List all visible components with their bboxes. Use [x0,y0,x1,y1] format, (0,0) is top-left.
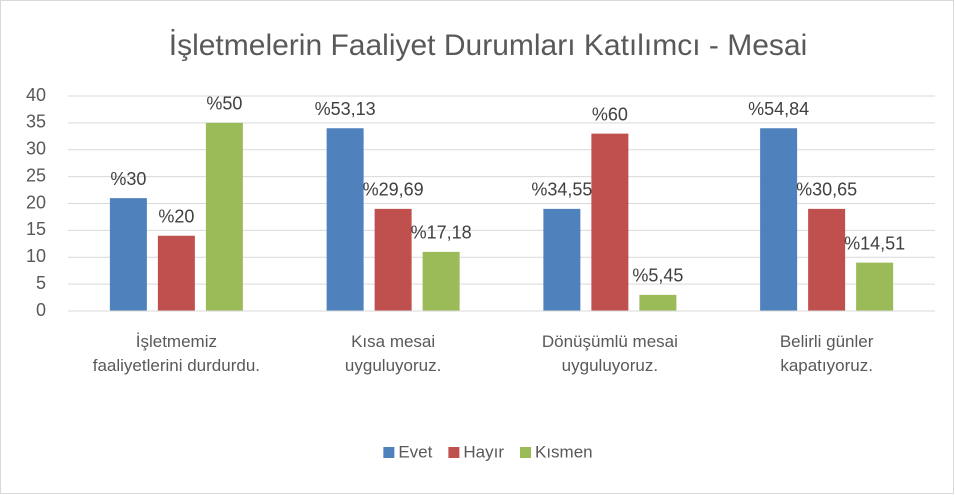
legend-swatch [383,447,395,458]
value-label: %5,45 [632,266,683,286]
bar [760,128,798,311]
value-label: %50 [206,94,242,114]
y-tick-label: 15 [26,219,46,239]
bar [856,262,894,311]
value-label: %54,84 [748,99,809,119]
legend-label: Evet [398,442,432,461]
bar [422,251,460,311]
x-tick-label: Belirli günler kapatıyoruz. [779,332,874,375]
bar [205,122,243,311]
bar [808,208,846,311]
legend-swatch [520,447,532,458]
bar [543,208,581,311]
y-tick-label: 30 [26,139,46,159]
value-label: %29,69 [363,180,424,200]
bar [109,198,147,311]
y-tick-label: 10 [26,246,46,266]
y-tick-label: 0 [36,300,46,320]
y-tick-label: 25 [26,165,46,185]
legend-label: Kısmen [535,442,593,461]
x-tick-label: Kısa mesai uyguluyoruz. [344,332,442,375]
chart-title: İşletmelerin Faaliyet Durumları Katılımc… [169,29,808,62]
x-tick-label: Dönüşümlü mesai uyguluyoruz. [541,332,678,375]
bar [374,208,412,311]
value-label: %14,51 [844,233,905,253]
legend-swatch [448,447,460,458]
bar [591,133,629,311]
bar [326,128,364,311]
value-label: %30 [110,169,146,189]
value-label: %34,55 [531,180,592,200]
y-tick-label: 35 [26,112,46,132]
y-tick-label: 20 [26,192,46,212]
value-label: %53,13 [315,99,376,119]
y-tick-label: 5 [36,273,46,293]
value-label: %20 [158,207,194,227]
value-label: %17,18 [411,223,472,243]
x-tick-label: İşletmemiz faaliyetlerini durdurdu. [92,332,260,375]
bar [157,235,195,311]
legend-label: Hayır [463,442,504,461]
bar [639,294,677,311]
y-tick-label: 40 [26,85,46,105]
value-label: %60 [592,104,628,124]
value-label: %30,65 [796,180,857,200]
